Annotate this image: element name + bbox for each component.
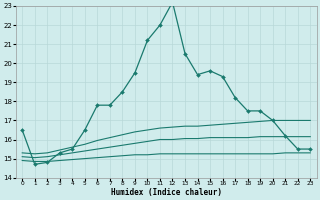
X-axis label: Humidex (Indice chaleur): Humidex (Indice chaleur) [111,188,222,197]
